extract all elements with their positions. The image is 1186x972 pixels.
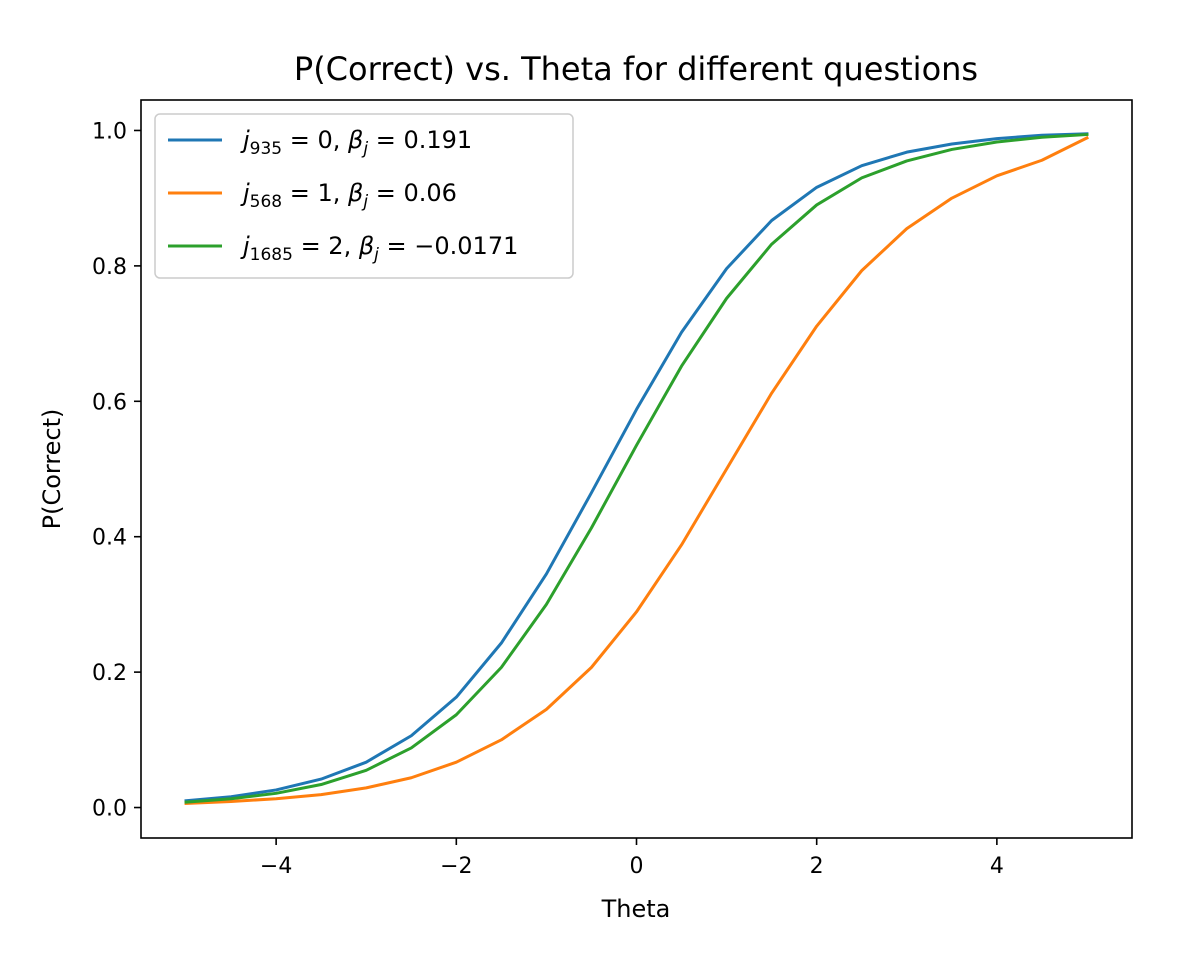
y-axis-label: P(Correct) [38,409,66,530]
x-tick-label: 0 [630,854,644,879]
y-tick-label: 0.4 [92,526,127,551]
x-axis: −4 −2 0 2 4 [260,838,1004,879]
y-tick-label: 0.0 [92,797,127,822]
y-tick-label: 0.2 [92,661,127,686]
legend: j935 = 0, βj = 0.191 j568 = 1, βj = 0.06 j… [154,113,574,279]
y-tick-label: 0.6 [92,390,127,415]
plot-area [184,132,1089,806]
y-tick-label: 1.0 [92,119,127,144]
series-line-3 [184,132,1089,804]
chart-title: P(Correct) vs. Theta for different quest… [294,50,978,88]
x-tick-label: −2 [440,854,472,879]
legend-entry-2: j568 = 1, βj = 0.06 [240,179,457,212]
y-axis: 0.0 0.2 0.4 0.6 0.8 1.0 [92,119,141,822]
legend-box [154,113,574,279]
x-tick-label: 4 [990,854,1004,879]
legend-entry-3: j1685 = 2, βj = −0.0171 [240,232,518,265]
series-line-1 [184,132,1089,803]
legend-entry-1: j935 = 0, βj = 0.191 [240,126,472,159]
x-tick-label: 2 [810,854,824,879]
y-tick-label: 0.8 [92,255,127,280]
x-axis-label: Theta [601,895,671,923]
series-line-2 [184,135,1089,806]
x-tick-label: −4 [260,854,292,879]
